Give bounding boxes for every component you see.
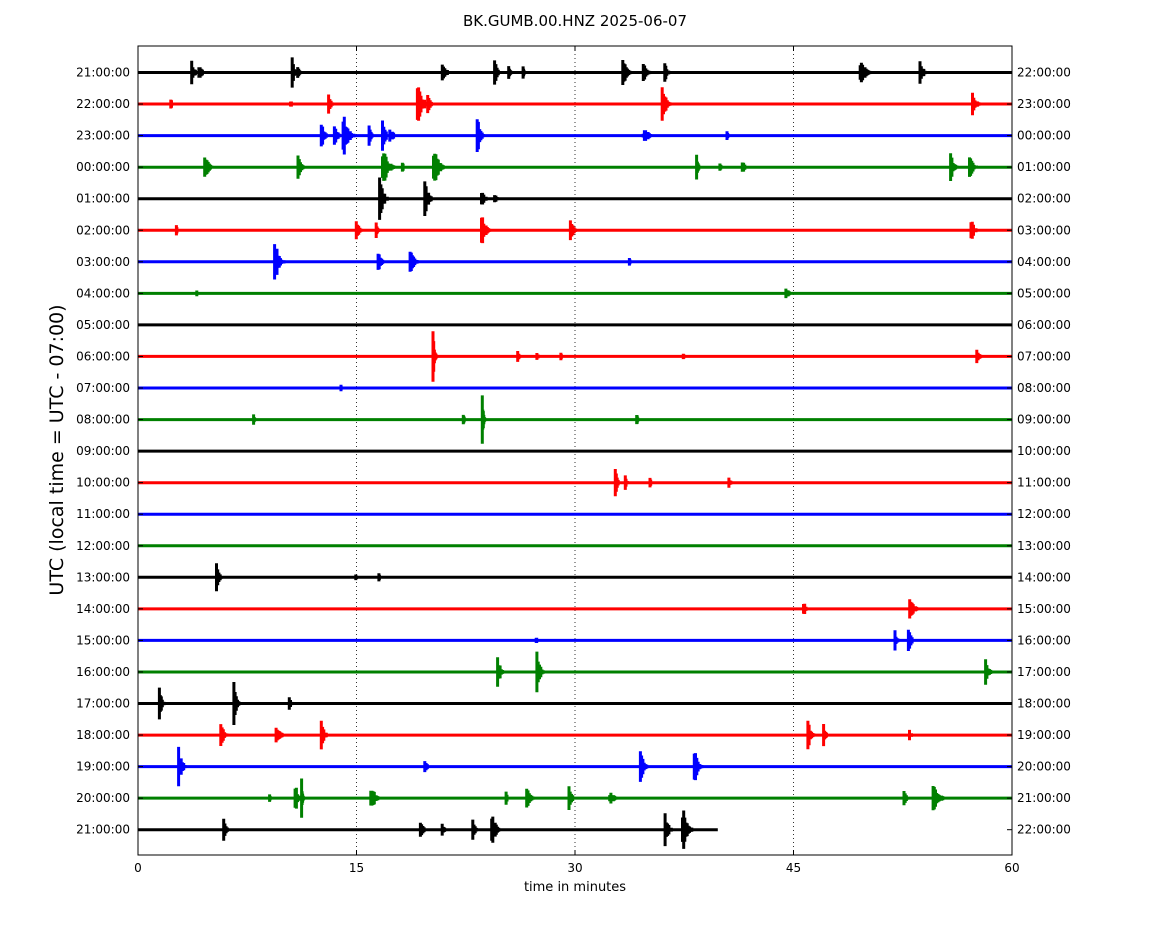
left-time-label: 15:00:00 [76,633,130,647]
trace-line [138,599,1012,619]
right-time-label: 00:00:00 [1017,129,1071,143]
right-time-label: 04:00:00 [1017,255,1071,269]
left-time-label: 18:00:00 [76,728,130,742]
trace-line [138,629,1012,651]
y-axis-label: UTC (local time = UTC - 07:00) [46,304,68,595]
trace-line [138,384,1012,392]
left-time-label: 02:00:00 [76,223,130,237]
right-time-label: 03:00:00 [1017,223,1071,237]
x-tick-label: 30 [567,861,582,875]
right-time-label: 22:00:00 [1017,823,1071,837]
left-time-label: 11:00:00 [76,507,130,521]
right-time-label: 06:00:00 [1017,318,1071,332]
left-time-label: 08:00:00 [76,413,130,427]
left-time-label: 16:00:00 [76,665,130,679]
x-tick-label: 15 [349,861,364,875]
left-time-label: 21:00:00 [76,823,130,837]
left-time-label: 22:00:00 [76,97,130,111]
left-time-label: 17:00:00 [76,697,130,711]
right-time-label: 02:00:00 [1017,192,1071,206]
trace-line [138,177,1012,220]
right-time-label: 12:00:00 [1017,507,1071,521]
right-time-label: 14:00:00 [1017,570,1071,584]
left-time-label: 12:00:00 [76,539,130,553]
left-time-label: 01:00:00 [76,192,130,206]
trace-line [138,810,718,849]
left-time-label: 20:00:00 [76,791,130,805]
trace-line [138,153,1012,181]
x-tick-label: 60 [1004,861,1019,875]
trace-line [138,682,1012,725]
left-time-label: 19:00:00 [76,760,130,774]
right-time-label: 16:00:00 [1017,633,1071,647]
x-axis-label: time in minutes [524,880,626,895]
right-time-label: 22:00:00 [1017,66,1071,80]
trace-line [138,217,1012,244]
trace-line [138,720,1012,750]
trace-line [138,331,1012,382]
left-time-label: 04:00:00 [76,286,130,300]
right-time-label: 13:00:00 [1017,539,1071,553]
left-time-label: 10:00:00 [76,476,130,490]
right-time-label: 20:00:00 [1017,760,1071,774]
x-axis-ticks: 0 15 30 45 60 [134,46,1020,875]
right-time-label: 18:00:00 [1017,697,1071,711]
left-time-label: 00:00:00 [76,160,130,174]
right-time-label: 15:00:00 [1017,602,1071,616]
left-time-label: 05:00:00 [76,318,130,332]
trace-line [138,395,1012,444]
trace-line [138,651,1012,693]
left-time-label: 07:00:00 [76,381,130,395]
trace-line [138,244,1012,280]
left-time-label: 09:00:00 [76,444,130,458]
trace-line [138,116,1012,155]
right-time-label: 09:00:00 [1017,413,1071,427]
left-time-label: 14:00:00 [76,602,130,616]
x-tick-label: 0 [134,861,142,875]
chart-title: BK.GUMB.00.HNZ 2025-06-07 [463,12,687,30]
right-time-label: 10:00:00 [1017,444,1071,458]
right-time-label: 07:00:00 [1017,349,1071,363]
right-time-label: 23:00:00 [1017,97,1071,111]
trace-line [138,288,1012,299]
trace-line [138,469,1012,497]
right-time-label: 11:00:00 [1017,476,1071,490]
right-time-label: 17:00:00 [1017,665,1071,679]
y-axis-ticks: 21:00:00 22:00:00 22:00:00 23:00:00 23:00:00… [76,66,1071,837]
right-time-label: 08:00:00 [1017,381,1071,395]
left-time-label: 13:00:00 [76,570,130,584]
trace-line [138,746,1012,787]
right-time-label: 01:00:00 [1017,160,1071,174]
trace-group [138,57,1012,849]
trace-line [138,563,1012,592]
left-time-label: 23:00:00 [76,129,130,143]
right-time-label: 19:00:00 [1017,728,1071,742]
trace-line [138,87,1012,121]
trace-line [138,57,1012,88]
left-time-label: 03:00:00 [76,255,130,269]
left-time-label: 06:00:00 [76,349,130,363]
trace-line [138,778,1012,818]
left-time-label: 21:00:00 [76,66,130,80]
right-time-label: 21:00:00 [1017,791,1071,805]
x-tick-label: 45 [786,861,801,875]
right-time-label: 05:00:00 [1017,286,1071,300]
